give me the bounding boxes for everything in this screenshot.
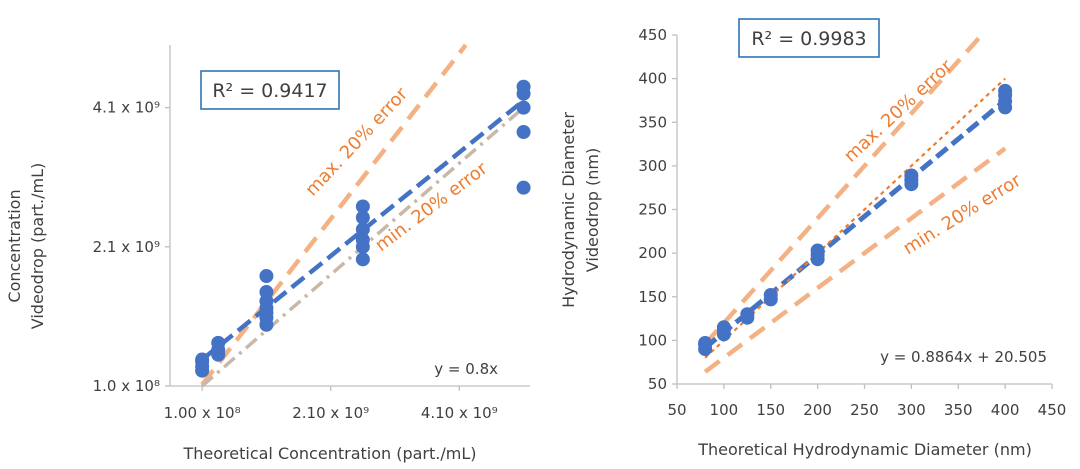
data-point — [259, 285, 274, 300]
x-tick-label: 300 — [897, 401, 926, 419]
data-point — [516, 180, 531, 195]
data-point — [259, 269, 274, 284]
y-tick-label: 100 — [638, 331, 667, 349]
y-tick-label: 2.1 x 10⁹ — [93, 238, 160, 256]
r2-box — [200, 70, 340, 110]
data-point — [716, 320, 731, 335]
data-point — [355, 232, 370, 247]
y-tick-label: 250 — [638, 201, 667, 219]
data-point — [904, 168, 919, 183]
data-point — [355, 199, 370, 214]
r2-label: R² = 0.9983 — [751, 28, 866, 50]
y-axis-title-line2: Videodrop (part./mL) — [28, 163, 47, 330]
data-point — [698, 335, 713, 350]
x-tick-label: 1.00 x 10⁸ — [164, 404, 241, 422]
trend-line — [703, 98, 1007, 350]
x-tick-label: 450 — [1038, 401, 1067, 419]
x-tick-label: 2.10 x 10⁹ — [292, 404, 369, 422]
y-axis-title-line1: Concentration — [5, 189, 24, 302]
max-error-label: max. 20% error — [840, 55, 957, 166]
x-tick-label: 50 — [667, 401, 686, 419]
r2-label: R² = 0.9417 — [212, 80, 327, 102]
y-tick-label: 4.1 x 10⁹ — [93, 99, 160, 117]
equation-label: y = 0.8x — [434, 360, 498, 378]
y-tick-label: 300 — [638, 157, 667, 175]
max-error-line — [703, 33, 984, 346]
left-chart: 1.0 x 10⁸ 2.1 x 10⁹ 4.1 x 10⁹ 1.00 x 10⁸ 2.1… — [5, 43, 531, 463]
data-point — [998, 83, 1013, 98]
x-tick-label: 200 — [803, 401, 832, 419]
data-point — [355, 210, 370, 225]
x-tick-label: 350 — [944, 401, 973, 419]
x-tick-label: 250 — [850, 401, 879, 419]
data-point — [516, 124, 531, 139]
max-error-line — [200, 43, 468, 386]
x-tick-label: 400 — [991, 401, 1020, 419]
y-axis-title-line1: Hydrodynamic Diameter — [559, 112, 578, 308]
x-axis-title: Theoretical Hydrodynamic Diameter (nm) — [697, 440, 1032, 459]
x-tick-label: 150 — [756, 401, 785, 419]
data-point — [211, 335, 226, 350]
data-point — [810, 243, 825, 258]
data-point — [355, 222, 370, 237]
x-axis-title: Theoretical Concentration (part./mL) — [182, 444, 476, 463]
y-tick-label: 150 — [638, 288, 667, 306]
r2-box — [738, 18, 880, 58]
data-point — [763, 288, 778, 303]
data-point — [195, 352, 210, 367]
data-point — [516, 79, 531, 94]
data-point — [740, 307, 755, 322]
y-axis-title-line2: Videodrop (nm) — [583, 148, 602, 272]
data-point — [355, 252, 370, 267]
y-tick-label: 450 — [638, 26, 667, 44]
equation-label: y = 0.8864x + 20.505 — [880, 348, 1047, 366]
y-tick-label: 50 — [648, 375, 667, 393]
data-point — [516, 100, 531, 115]
y-tick-label: 400 — [638, 70, 667, 88]
x-tick-label: 100 — [710, 401, 739, 419]
y-tick-label: 200 — [638, 244, 667, 262]
y-tick-label: 1.0 x 10⁸ — [93, 377, 160, 395]
x-tick-label: 4.10 x 10⁹ — [421, 404, 498, 422]
y-tick-label: 350 — [638, 113, 667, 131]
min-error-line — [703, 146, 1007, 374]
right-chart: 50 100 150 200 250 300 350 400 450 50 100 150 200 250… — [559, 18, 1067, 459]
